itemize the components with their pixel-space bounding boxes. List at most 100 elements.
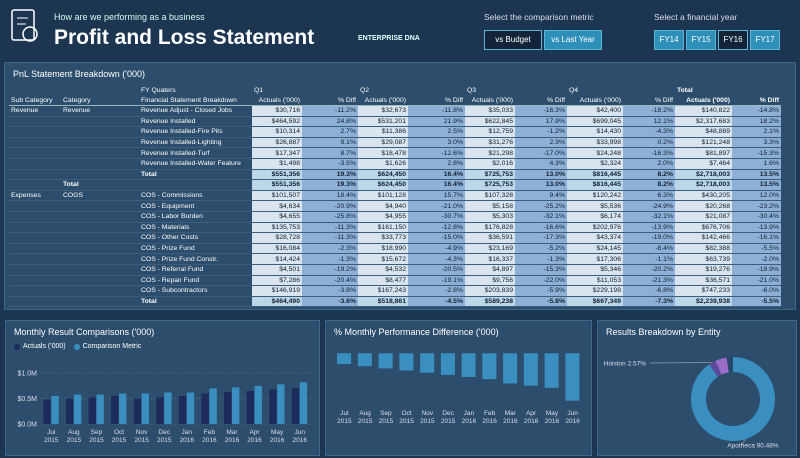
bar (277, 384, 285, 424)
table-cell: $14,424 (252, 253, 302, 265)
table-cell: $667,349 (567, 296, 623, 308)
option-button[interactable]: FY15 (686, 30, 716, 50)
table-title: PnL Statement Breakdown ('000) (13, 69, 145, 79)
group-header: Q1 (254, 86, 264, 94)
table-cell: -6.0% (732, 285, 781, 297)
table-cell (9, 285, 61, 297)
table-cell: -11.3% (302, 222, 358, 234)
table-cell: -2.3% (302, 243, 358, 255)
table-cell (61, 222, 139, 234)
table-cell: COS - Subcontractors (139, 285, 252, 297)
table-cell: $32,673 (358, 105, 408, 117)
table-cell: 2.8% (408, 158, 465, 170)
table-cell: -6.8% (623, 285, 675, 297)
table-cell: Revenue (9, 105, 61, 117)
table-cell: 15.7% (408, 190, 465, 202)
table-cell: -4.3% (408, 253, 465, 265)
table-cell (9, 169, 61, 181)
table-cell: -18.2% (623, 105, 675, 117)
table-cell: $18,478 (358, 147, 408, 159)
x-tick-label: Nov 2015 (420, 410, 435, 425)
column-header: Category (61, 95, 139, 106)
table-row: COS - Other Costs $28,728 -11.3% $33,773 -15… (9, 232, 781, 244)
table-row: COS - Repair Fund $7,286 -20.4% $8,477 -19.1… (9, 275, 781, 287)
table-cell: COS - Labor Burden (139, 211, 252, 223)
table-cell: $18,990 (358, 243, 408, 255)
table-cell: $4,955 (358, 211, 408, 223)
table-cell: 4.3% (515, 158, 567, 170)
table-cell: $551,356 (252, 179, 302, 191)
option-button[interactable]: FY16 (718, 30, 748, 50)
table-row: COS - Materials $135,753 -11.3% $161,150 -12… (9, 222, 781, 234)
table-cell: $622,845 (465, 116, 515, 128)
table-cell: -21.0% (408, 200, 465, 212)
table-cell: 1.6% (732, 158, 781, 170)
table-cell: -25.2% (515, 200, 567, 212)
table-cell: $6,174 (567, 211, 623, 223)
table-cell: 13.5% (732, 169, 781, 181)
bar (357, 353, 372, 367)
bar (111, 396, 119, 424)
table-cell: 12.0% (732, 190, 781, 202)
table-cell: $725,753 (465, 179, 515, 191)
table-cell (9, 200, 61, 212)
table-cell: $167,243 (358, 285, 408, 297)
table-cell: COS - Prize Fund (139, 243, 252, 255)
table-cell: -1.1% (623, 253, 675, 265)
x-tick-label: May 2016 (544, 410, 560, 425)
table-cell: -5.5% (732, 296, 781, 308)
table-cell: -7.3% (623, 296, 675, 308)
table-cell (732, 306, 781, 309)
table-cell: -5.8% (515, 296, 567, 308)
table-cell (9, 147, 61, 159)
table-cell: 2.3% (515, 137, 567, 149)
option-button[interactable]: FY17 (750, 30, 780, 50)
table-cell: $82,388 (675, 243, 732, 255)
table-cell: $146,919 (252, 285, 302, 297)
table-row: Revenue Installed-Fire Pits $10,314 2.7% $1… (9, 126, 781, 138)
table-cell: $135,753 (252, 222, 302, 234)
panel-title: Results Breakdown by Entity (606, 327, 721, 337)
table-row: Total $551,356 19.3% $624,450 16.4% $725,753 1… (9, 169, 781, 181)
table-cell: 3.0% (408, 137, 465, 149)
table-cell: -13.9% (732, 222, 781, 234)
table-cell: $48,889 (675, 126, 732, 138)
table-cell: -30.4% (732, 211, 781, 223)
panel-title: % Monthly Performance Difference ('000) (334, 327, 499, 337)
option-button[interactable]: vs Last Year (544, 30, 602, 50)
table-cell: $7,464 (675, 158, 732, 170)
group-header: Q4 (569, 86, 579, 94)
y-tick-label: $0.0M (18, 422, 38, 429)
table-cell: -17.0% (515, 147, 567, 159)
bar (51, 396, 59, 424)
table-cell: -1.2% (515, 126, 567, 138)
table-cell: 6.3% (623, 190, 675, 202)
table-cell: $16,337 (465, 253, 515, 265)
table-cell: $43,374 (567, 232, 623, 244)
entity-panel: Results Breakdown by Entity Apotheca 90.4… (597, 320, 797, 456)
group-header (408, 85, 465, 95)
bar (201, 393, 209, 424)
bar (420, 353, 435, 373)
table-row: COS - Labor Burden $4,655 -25.8% $4,955 -30.… (9, 211, 781, 223)
table-cell: -5.2% (515, 243, 567, 255)
table-cell: $589,238 (465, 296, 515, 308)
table-cell (302, 306, 358, 309)
bar (461, 353, 476, 377)
bar (65, 398, 74, 424)
group-header (623, 85, 675, 95)
table-cell: $518,861 (358, 296, 408, 308)
pie-slice (691, 357, 775, 441)
table-cell (9, 264, 61, 276)
slice-name: Apotheca (727, 443, 755, 450)
table-cell: -15.3% (732, 147, 781, 159)
option-button[interactable]: vs Budget (484, 30, 542, 50)
bar (523, 353, 538, 386)
bar (119, 393, 127, 424)
group-header (9, 85, 61, 95)
table-cell: -3.6% (302, 296, 358, 308)
leader-line (649, 362, 713, 364)
option-button[interactable]: FY14 (654, 30, 684, 50)
table-row: Revenue Installed-Turf $17,347 8.7% $18,478… (9, 147, 781, 159)
table-cell (465, 306, 515, 309)
